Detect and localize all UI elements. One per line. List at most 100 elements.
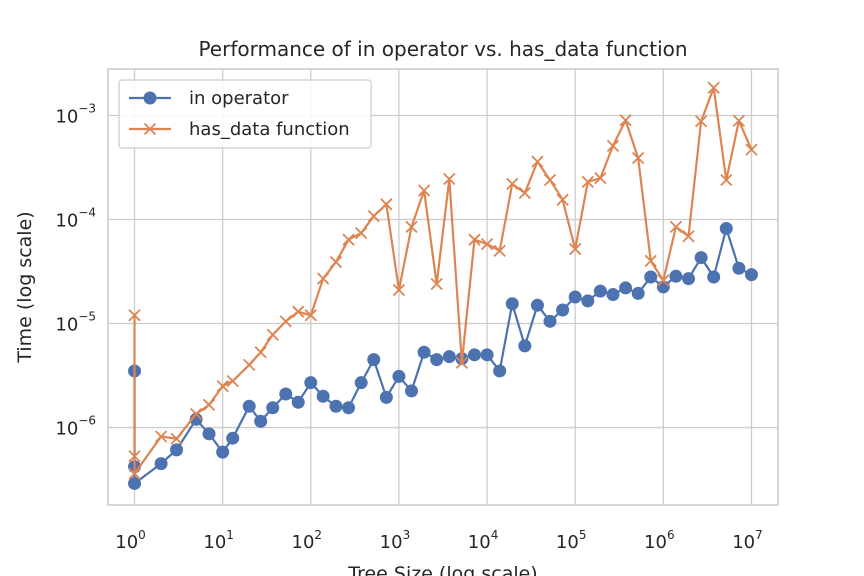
data-point-in-operator (242, 399, 256, 413)
data-point-has-data-function (367, 209, 380, 223)
data-point-has-data-function (632, 151, 645, 165)
x-tick-label: 100 (115, 528, 146, 553)
data-point-in-operator (619, 281, 633, 295)
data-point-has-data-function (694, 115, 708, 128)
data-point-has-data-function (506, 177, 519, 191)
data-point-in-operator (154, 457, 168, 471)
x-tick-exponent: 0 (138, 528, 146, 542)
data-point-has-data-function (329, 255, 343, 269)
x-tick-base: 10 (644, 532, 667, 553)
data-point-in-operator (644, 270, 658, 284)
data-point-has-data-function (569, 242, 582, 256)
x-tick-exponent: 3 (403, 528, 411, 542)
x-tick-exponent: 7 (755, 528, 763, 542)
x-tick-label: 103 (380, 528, 411, 553)
data-point-has-data-function (745, 143, 758, 156)
data-point-in-operator (568, 290, 582, 304)
x-tick-base: 10 (468, 532, 491, 553)
x-tick-exponent: 6 (667, 528, 675, 542)
data-point-in-operator (279, 387, 293, 401)
data-point-in-operator (744, 268, 758, 282)
data-point-has-data-function (455, 356, 469, 369)
data-point-in-operator (493, 364, 507, 378)
legend-item-has-data-function: has_data function (129, 119, 350, 140)
data-point-in-operator (342, 401, 356, 415)
x-tick-label: 102 (292, 528, 323, 553)
x-tick-label: 107 (732, 528, 763, 553)
data-point-in-operator (392, 369, 406, 383)
y-tick-exponent: −3 (78, 102, 96, 116)
data-point-has-data-function (606, 139, 620, 153)
legend-marker (143, 91, 157, 105)
data-point-has-data-function (493, 244, 506, 257)
x-tick-base: 10 (203, 532, 226, 553)
data-point-in-operator (631, 286, 645, 300)
data-point-has-data-function (128, 309, 141, 322)
data-point-has-data-function (392, 283, 406, 297)
data-point-has-data-function (644, 254, 657, 268)
data-point-in-operator (581, 294, 595, 308)
data-point-in-operator (556, 303, 570, 317)
y-tick-label: 10−4 (55, 206, 96, 232)
data-point-has-data-function (266, 328, 279, 341)
y-axis-label: Time (log scale) (14, 211, 36, 363)
data-point-in-operator (669, 269, 683, 283)
data-point-has-data-function (682, 230, 695, 243)
data-point-has-data-function (430, 277, 443, 291)
legend-label: in operator (189, 88, 289, 109)
legend-marker (143, 122, 157, 136)
data-point-in-operator (291, 395, 305, 409)
y-tick-exponent: −4 (78, 206, 96, 220)
data-point-in-operator (430, 353, 444, 367)
data-point-has-data-function (226, 374, 239, 388)
x-tick-base: 10 (732, 532, 755, 553)
x-tick-label: 105 (556, 528, 587, 553)
data-point-in-operator (593, 284, 607, 298)
data-point-in-operator (518, 339, 532, 353)
y-tick-label: 10−6 (55, 414, 96, 440)
x-tick-base: 10 (556, 532, 579, 553)
data-point-has-data-function (543, 173, 557, 187)
chart-title: Performance of in operator vs. has_data … (198, 37, 687, 61)
data-point-in-operator (707, 270, 721, 284)
data-point-in-operator (543, 314, 557, 328)
data-point-has-data-function (417, 184, 431, 197)
x-tick-label: 106 (644, 528, 675, 553)
data-point-in-operator (170, 443, 184, 457)
data-point-in-operator (316, 389, 330, 403)
data-point-has-data-function (720, 173, 733, 187)
data-point-in-operator (379, 390, 393, 404)
data-point-has-data-function (189, 407, 203, 421)
x-tick-exponent: 5 (579, 528, 587, 542)
data-point-has-data-function (581, 175, 594, 189)
data-point-has-data-function (518, 186, 531, 200)
y-tick-base: 10 (55, 211, 78, 232)
data-point-in-operator (329, 399, 343, 413)
data-point-in-operator (202, 427, 216, 441)
data-point-in-operator (694, 251, 708, 265)
data-point-has-data-function (304, 309, 317, 322)
x-tick-base: 10 (292, 532, 315, 553)
data-point-has-data-function (480, 237, 494, 251)
data-point-in-operator (266, 401, 280, 415)
data-point-has-data-function (657, 274, 670, 287)
data-point-in-operator (354, 376, 368, 390)
data-point-has-data-function (405, 220, 418, 233)
y-tick-base: 10 (55, 419, 78, 440)
data-point-in-operator (128, 476, 142, 490)
data-point-in-operator (304, 376, 318, 390)
y-tick-label: 10−3 (55, 102, 96, 128)
data-point-has-data-function (443, 172, 456, 186)
y-tick-exponent: −5 (78, 310, 96, 324)
data-point-has-data-function (292, 305, 305, 318)
data-point-in-operator (216, 445, 230, 459)
data-point-in-operator (442, 350, 456, 364)
data-point-has-data-function (128, 467, 141, 480)
data-point-has-data-function (556, 193, 569, 206)
data-point-has-data-function (254, 346, 267, 359)
data-point-has-data-function (707, 81, 720, 94)
legend-item-in-operator: in operator (129, 88, 289, 109)
legend: in operator has_data function (118, 79, 372, 149)
data-point-has-data-function (154, 430, 168, 443)
data-point-in-operator (405, 384, 419, 398)
